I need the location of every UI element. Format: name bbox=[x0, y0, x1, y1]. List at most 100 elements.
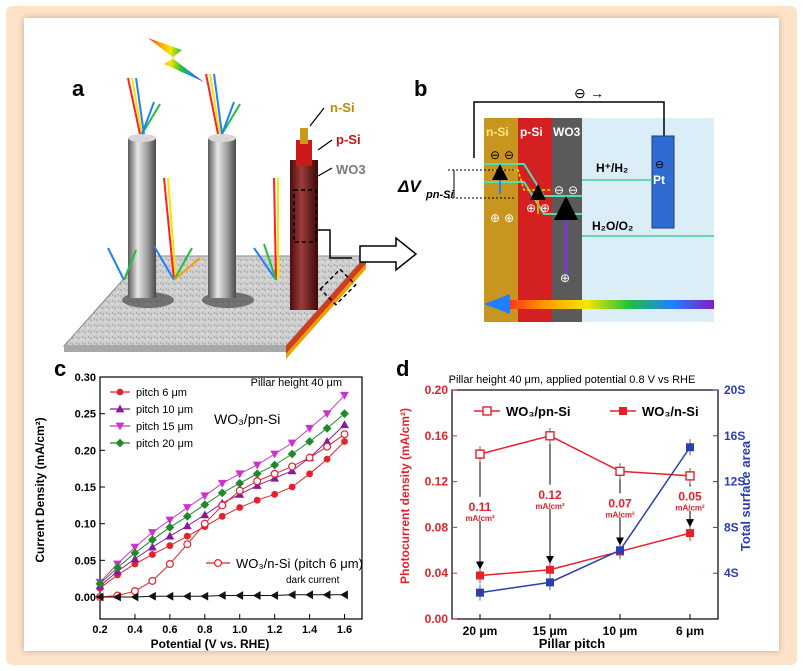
electron-arrow-icon: → bbox=[590, 85, 604, 101]
d-diff-unit: mA/cm² bbox=[675, 504, 705, 513]
substrate-side-orange bbox=[286, 264, 366, 359]
c-data-point bbox=[131, 560, 139, 568]
p-si-layer bbox=[518, 118, 552, 322]
c-plot-frame bbox=[99, 376, 363, 620]
c-xtick-label: 0.4 bbox=[127, 624, 143, 636]
c-data-point bbox=[340, 409, 349, 419]
d-data-point bbox=[686, 443, 694, 452]
c-legend-label: pitch 10 μm bbox=[136, 404, 193, 416]
c-xtick-label: 1.0 bbox=[232, 624, 247, 636]
d-data-point bbox=[545, 431, 555, 441]
c-data-point bbox=[148, 576, 157, 585]
c-data-point bbox=[183, 532, 191, 540]
annotation-wo3-pn-si: WO₃/pn-Si bbox=[214, 411, 280, 427]
d-ytick-label: 0.08 bbox=[425, 520, 449, 534]
d-legend-marker bbox=[619, 407, 627, 415]
si-pillar-top bbox=[208, 134, 236, 142]
c-legend-label: pitch 15 μm bbox=[136, 421, 193, 433]
c-data-point bbox=[182, 521, 192, 530]
c-data-point bbox=[182, 591, 191, 601]
c-data-point bbox=[218, 512, 226, 520]
c-data-point bbox=[130, 592, 139, 602]
d-diff-value: 0.07 bbox=[608, 496, 632, 510]
c-data-point bbox=[323, 442, 332, 451]
c-data-point bbox=[113, 592, 121, 602]
c-legend-label: pitch 20 μm bbox=[136, 438, 193, 450]
c-data-point bbox=[270, 591, 279, 600]
d-xtick-label: 20 μm bbox=[463, 624, 498, 638]
c-ytick-label: 0.05 bbox=[75, 555, 96, 567]
c-legend-marker bbox=[214, 558, 223, 567]
d-y2label: Total surface area bbox=[738, 440, 753, 551]
coated-pillar bbox=[290, 160, 318, 310]
d-series bbox=[476, 439, 694, 601]
c-legend-marker bbox=[116, 388, 124, 396]
d-data-point bbox=[615, 466, 625, 476]
c-data-point bbox=[148, 529, 157, 537]
leader-line bbox=[317, 167, 333, 177]
c-legend-marker bbox=[115, 422, 125, 431]
d-legend-label: WO₃/pn-Si bbox=[506, 404, 571, 419]
figure-svg: a n-Si bbox=[33, 38, 753, 651]
c-data-point bbox=[322, 410, 332, 419]
c-series bbox=[95, 430, 349, 601]
d-data-point bbox=[546, 565, 554, 574]
c-series bbox=[95, 409, 349, 589]
c-data-point bbox=[340, 420, 349, 429]
d-data-point bbox=[475, 449, 485, 459]
c-legend-marker bbox=[115, 404, 125, 413]
c-data-point bbox=[113, 563, 122, 573]
d-y2tick-label: 20S bbox=[724, 383, 745, 397]
d-xlabel: Pillar pitch bbox=[539, 636, 606, 651]
d-y2tick-label: 4S bbox=[724, 566, 739, 580]
hole-charge: ⊕ bbox=[504, 211, 514, 225]
d-diff-value: 0.05 bbox=[678, 490, 702, 504]
d-ylabel: Photocurrent density (mA/cm²) bbox=[398, 408, 412, 584]
light-rays-icon bbox=[107, 73, 279, 281]
hole-charge: ⊕ bbox=[560, 271, 570, 285]
c-data-point bbox=[217, 479, 227, 488]
redox-o2: H₂O/O₂ bbox=[592, 219, 633, 233]
leader-line bbox=[317, 139, 333, 151]
c-xtick-label: 1.6 bbox=[337, 624, 352, 636]
light-arrow-icon bbox=[484, 294, 510, 314]
d-series bbox=[476, 525, 694, 584]
c-data-point bbox=[200, 500, 210, 509]
c-data-point bbox=[305, 453, 314, 462]
c-legend-label: WO₃/n-Si (pitch 6 μm) bbox=[236, 556, 363, 571]
c-data-point bbox=[165, 591, 174, 601]
hole-charge: ⊕ bbox=[540, 201, 550, 215]
c-data-point bbox=[340, 590, 348, 600]
d-diff-unit: mA/cm² bbox=[605, 510, 635, 519]
panel-b: b n-Si p-Si WO3 ⊖ → ⊖ Pt H⁺/H₂ H₂O/O₂ bbox=[397, 76, 714, 322]
c-data-point bbox=[322, 590, 331, 600]
light-bolt-icon bbox=[148, 38, 204, 82]
d-ytick-label: 0.12 bbox=[425, 475, 449, 489]
figure-canvas: a n-Si bbox=[24, 18, 779, 651]
c-legend-label: pitch 6 μm bbox=[136, 387, 187, 399]
substrate-side-red bbox=[286, 256, 366, 354]
c-data-point bbox=[182, 504, 192, 512]
d-diff-bg bbox=[668, 486, 712, 511]
electron-charge: ⊖ bbox=[504, 148, 514, 162]
d-title: Pillar height 40 μm, applied potential 0… bbox=[449, 374, 696, 386]
figure-frame: a n-Si bbox=[6, 6, 797, 665]
d-data-point bbox=[546, 578, 554, 587]
d-y2tick-label: 12S bbox=[724, 475, 745, 489]
d-xtick-label: 10 μm bbox=[603, 624, 638, 638]
c-data-point bbox=[218, 501, 227, 510]
si-pillar bbox=[128, 138, 156, 298]
annotation-pillar-height: Pillar height 40 μm bbox=[251, 377, 342, 389]
chart-c: 0.2 0.4 0.6 0.8 1.0 1.2 1.4 1.6 0.00 0.05 0.10 0.15… bbox=[75, 372, 363, 636]
c-data-point bbox=[288, 462, 297, 471]
c-data-point bbox=[130, 554, 140, 563]
d-data-point bbox=[686, 529, 694, 538]
pt-electron: ⊖ bbox=[655, 159, 664, 171]
wo3-layer-label: WO3 bbox=[553, 125, 581, 139]
c-data-point bbox=[148, 535, 157, 545]
si-pillar bbox=[208, 138, 236, 298]
c-data-point bbox=[149, 551, 156, 558]
c-data-point bbox=[323, 455, 331, 463]
electron-charge: ⊖ bbox=[568, 183, 578, 197]
c-data-point bbox=[235, 486, 244, 495]
